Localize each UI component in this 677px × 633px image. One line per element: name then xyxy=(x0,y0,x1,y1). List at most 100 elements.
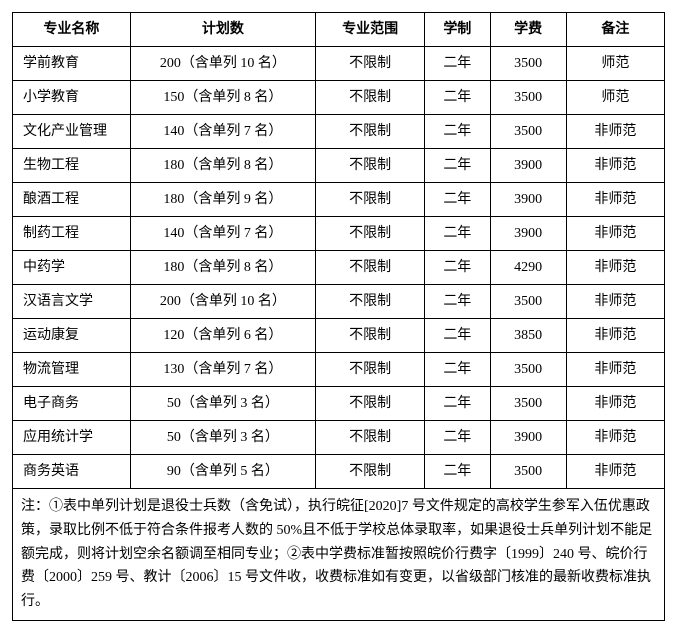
cell-plan: 180（含单列 8 名） xyxy=(130,251,315,285)
cell-scope: 不限制 xyxy=(316,115,425,149)
table-footnote: 注：①表中单列计划是退役士兵数（含免试），执行皖征[2020]7 号文件规定的高… xyxy=(13,489,665,621)
cell-note: 非师范 xyxy=(566,285,664,319)
cell-years: 二年 xyxy=(425,217,490,251)
cell-note: 师范 xyxy=(566,81,664,115)
cell-major: 物流管理 xyxy=(13,353,131,387)
table-row: 文化产业管理140（含单列 7 名）不限制二年3500非师范 xyxy=(13,115,665,149)
cell-plan: 140（含单列 7 名） xyxy=(130,217,315,251)
cell-fee: 3500 xyxy=(490,285,566,319)
cell-fee: 4290 xyxy=(490,251,566,285)
cell-note: 非师范 xyxy=(566,455,664,489)
cell-note: 非师范 xyxy=(566,217,664,251)
cell-plan: 120（含单列 6 名） xyxy=(130,319,315,353)
table-header-row: 专业名称 计划数 专业范围 学制 学费 备注 xyxy=(13,13,665,47)
cell-years: 二年 xyxy=(425,285,490,319)
cell-years: 二年 xyxy=(425,251,490,285)
cell-years: 二年 xyxy=(425,115,490,149)
cell-scope: 不限制 xyxy=(316,149,425,183)
cell-note: 非师范 xyxy=(566,149,664,183)
cell-scope: 不限制 xyxy=(316,353,425,387)
cell-plan: 130（含单列 7 名） xyxy=(130,353,315,387)
cell-scope: 不限制 xyxy=(316,217,425,251)
col-header-scope: 专业范围 xyxy=(316,13,425,47)
cell-plan: 180（含单列 8 名） xyxy=(130,149,315,183)
cell-plan: 50（含单列 3 名） xyxy=(130,421,315,455)
cell-years: 二年 xyxy=(425,455,490,489)
cell-fee: 3900 xyxy=(490,149,566,183)
cell-note: 非师范 xyxy=(566,353,664,387)
col-header-years: 学制 xyxy=(425,13,490,47)
enrollment-plan-table: 专业名称 计划数 专业范围 学制 学费 备注 学前教育200（含单列 10 名）… xyxy=(12,12,665,621)
cell-major: 运动康复 xyxy=(13,319,131,353)
col-header-fee: 学费 xyxy=(490,13,566,47)
cell-plan: 180（含单列 9 名） xyxy=(130,183,315,217)
table-row: 小学教育150（含单列 8 名）不限制二年3500师范 xyxy=(13,81,665,115)
cell-scope: 不限制 xyxy=(316,183,425,217)
cell-note: 师范 xyxy=(566,47,664,81)
cell-major: 汉语言文学 xyxy=(13,285,131,319)
cell-fee: 3500 xyxy=(490,387,566,421)
table-footnote-row: 注：①表中单列计划是退役士兵数（含免试），执行皖征[2020]7 号文件规定的高… xyxy=(13,489,665,621)
cell-major: 商务英语 xyxy=(13,455,131,489)
cell-years: 二年 xyxy=(425,387,490,421)
table-body: 学前教育200（含单列 10 名）不限制二年3500师范小学教育150（含单列 … xyxy=(13,47,665,489)
cell-major: 应用统计学 xyxy=(13,421,131,455)
cell-note: 非师范 xyxy=(566,387,664,421)
table-row: 生物工程180（含单列 8 名）不限制二年3900非师范 xyxy=(13,149,665,183)
table-row: 商务英语90（含单列 5 名）不限制二年3500非师范 xyxy=(13,455,665,489)
table-row: 学前教育200（含单列 10 名）不限制二年3500师范 xyxy=(13,47,665,81)
cell-major: 中药学 xyxy=(13,251,131,285)
cell-scope: 不限制 xyxy=(316,47,425,81)
col-header-note: 备注 xyxy=(566,13,664,47)
cell-plan: 200（含单列 10 名） xyxy=(130,285,315,319)
cell-scope: 不限制 xyxy=(316,455,425,489)
cell-scope: 不限制 xyxy=(316,421,425,455)
col-header-plan: 计划数 xyxy=(130,13,315,47)
cell-plan: 90（含单列 5 名） xyxy=(130,455,315,489)
cell-major: 电子商务 xyxy=(13,387,131,421)
cell-years: 二年 xyxy=(425,47,490,81)
cell-major: 生物工程 xyxy=(13,149,131,183)
cell-scope: 不限制 xyxy=(316,285,425,319)
cell-fee: 3500 xyxy=(490,81,566,115)
cell-major: 文化产业管理 xyxy=(13,115,131,149)
cell-scope: 不限制 xyxy=(316,319,425,353)
table-row: 酿酒工程180（含单列 9 名）不限制二年3900非师范 xyxy=(13,183,665,217)
cell-note: 非师范 xyxy=(566,251,664,285)
cell-fee: 3850 xyxy=(490,319,566,353)
table-row: 运动康复120（含单列 6 名）不限制二年3850非师范 xyxy=(13,319,665,353)
cell-note: 非师范 xyxy=(566,421,664,455)
cell-major: 学前教育 xyxy=(13,47,131,81)
cell-note: 非师范 xyxy=(566,319,664,353)
cell-plan: 200（含单列 10 名） xyxy=(130,47,315,81)
cell-years: 二年 xyxy=(425,183,490,217)
cell-major: 酿酒工程 xyxy=(13,183,131,217)
cell-years: 二年 xyxy=(425,81,490,115)
cell-years: 二年 xyxy=(425,149,490,183)
cell-years: 二年 xyxy=(425,421,490,455)
cell-note: 非师范 xyxy=(566,115,664,149)
cell-fee: 3500 xyxy=(490,47,566,81)
table-row: 制药工程140（含单列 7 名）不限制二年3900非师范 xyxy=(13,217,665,251)
table-row: 应用统计学50（含单列 3 名）不限制二年3900非师范 xyxy=(13,421,665,455)
cell-major: 制药工程 xyxy=(13,217,131,251)
table-row: 中药学180（含单列 8 名）不限制二年4290非师范 xyxy=(13,251,665,285)
cell-plan: 150（含单列 8 名） xyxy=(130,81,315,115)
cell-plan: 50（含单列 3 名） xyxy=(130,387,315,421)
cell-scope: 不限制 xyxy=(316,251,425,285)
cell-scope: 不限制 xyxy=(316,81,425,115)
cell-years: 二年 xyxy=(425,353,490,387)
cell-fee: 3500 xyxy=(490,353,566,387)
cell-fee: 3500 xyxy=(490,115,566,149)
table-row: 电子商务50（含单列 3 名）不限制二年3500非师范 xyxy=(13,387,665,421)
cell-plan: 140（含单列 7 名） xyxy=(130,115,315,149)
cell-major: 小学教育 xyxy=(13,81,131,115)
cell-fee: 3900 xyxy=(490,421,566,455)
cell-note: 非师范 xyxy=(566,183,664,217)
cell-fee: 3900 xyxy=(490,217,566,251)
cell-fee: 3500 xyxy=(490,455,566,489)
cell-fee: 3900 xyxy=(490,183,566,217)
cell-scope: 不限制 xyxy=(316,387,425,421)
cell-years: 二年 xyxy=(425,319,490,353)
table-row: 物流管理130（含单列 7 名）不限制二年3500非师范 xyxy=(13,353,665,387)
